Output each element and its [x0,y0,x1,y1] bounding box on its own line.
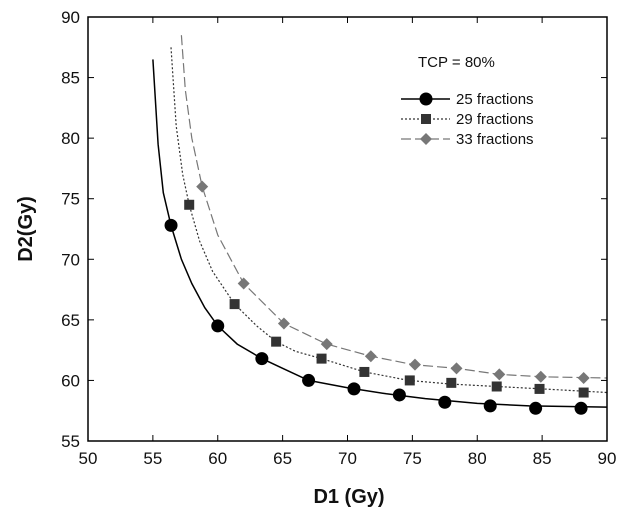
legend-item-29-fractions: 29 fractions [401,111,534,128]
data-point-circle [529,401,543,415]
data-point-square [271,336,282,347]
data-point-circle [392,388,406,402]
legend-item-25-fractions: 25 fractions [401,91,534,108]
data-point-square [491,381,502,392]
x-tick-label: 65 [273,449,292,468]
data-point-square [229,299,240,310]
plot-lines [152,35,608,408]
x-tick-label: 75 [403,449,422,468]
data-point-circle [302,373,316,387]
legend: 25 fractions 29 fractions 33 fractions [401,91,534,148]
data-point-square [446,377,457,388]
x-tick-label: 85 [533,449,552,468]
plot-markers [164,180,590,415]
legend-marker-diamond [420,133,432,145]
legend-marker-square [421,114,431,124]
data-point-square [534,383,545,394]
legend-label-33: 33 fractions [456,131,534,148]
data-point-circle [347,382,361,396]
y-tick-label: 70 [61,250,80,269]
data-point-diamond [364,350,377,363]
x-tick-label: 55 [143,449,162,468]
data-point-circle [483,399,497,413]
legend-label-25: 25 fractions [456,91,534,108]
y-axis-title: D2(Gy) [15,196,37,262]
series-line-29-fractions [170,47,608,394]
data-point-diamond [320,338,333,351]
x-tick-label: 50 [79,449,98,468]
series-line-33-fractions [180,35,608,379]
data-point-square [316,353,327,364]
y-tick-label: 90 [61,8,80,27]
legend-marker-circle [419,92,433,106]
data-point-circle [164,218,178,232]
data-point-diamond [408,358,421,371]
data-point-diamond [196,180,209,193]
data-point-diamond [237,277,250,290]
x-tick-label: 70 [338,449,357,468]
data-point-diamond [277,317,290,330]
data-point-square [359,366,370,377]
data-point-square [404,375,415,386]
y-tick-label: 80 [61,129,80,148]
y-tick-label: 75 [61,190,80,209]
axis-ticks [87,16,608,442]
data-point-square [578,387,589,398]
y-tick-label: 55 [61,432,80,451]
data-point-diamond [450,362,463,375]
x-tick-label: 80 [468,449,487,468]
series-line-25-fractions [152,59,608,408]
data-point-diamond [534,370,547,383]
data-point-diamond [493,368,506,381]
tcp-annotation: TCP = 80% [418,54,495,71]
y-tick-label: 65 [61,311,80,330]
data-point-circle [211,319,225,333]
x-tick-label: 60 [208,449,227,468]
legend-label-29: 29 fractions [456,111,534,128]
data-point-circle [438,395,452,409]
data-point-circle [255,352,269,366]
x-tick-label: 90 [598,449,617,468]
legend-item-33-fractions: 33 fractions [401,131,534,148]
y-tick-label: 60 [61,371,80,390]
y-tick-label: 85 [61,69,80,88]
x-axis-title: D1 (Gy) [313,486,384,508]
data-point-square [184,199,195,210]
data-point-diamond [577,372,590,385]
data-point-circle [574,401,588,415]
